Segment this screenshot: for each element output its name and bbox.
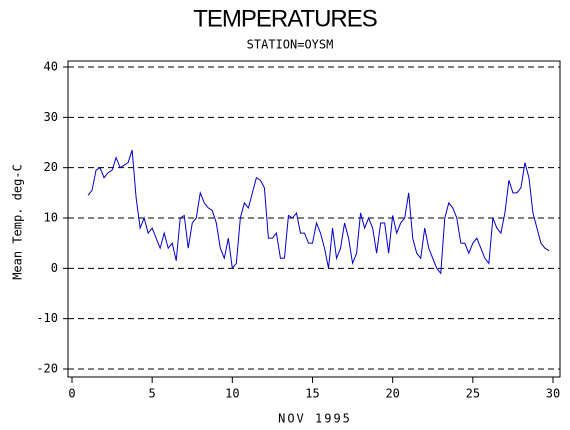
x-tick-label: 20 [385,387,399,401]
y-tick-label: 10 [44,211,58,225]
plot-frame [67,60,561,378]
x-tick-label: 15 [305,387,319,401]
y-tick-label: 20 [44,160,58,174]
x-tick-label: 5 [149,387,156,401]
data-line [87,149,550,275]
y-tick-label: -20 [36,362,58,376]
y-tick-label: -10 [36,311,58,325]
chart-subtitle: STATION=OYSM [247,38,334,52]
y-tick-label: 0 [51,261,58,275]
x-axis-label: NOV 1995 [278,412,352,426]
y-axis-label: Mean Temp. deg-C [11,164,25,280]
chart-title: TEMPERATURES [193,5,377,32]
x-tick-label: 0 [68,387,75,401]
x-tick-label: 25 [466,387,480,401]
x-tick-label: 30 [546,387,560,401]
x-tick-label: 10 [225,387,239,401]
y-tick-label: 30 [44,110,58,124]
y-tick-label: 40 [44,60,58,74]
